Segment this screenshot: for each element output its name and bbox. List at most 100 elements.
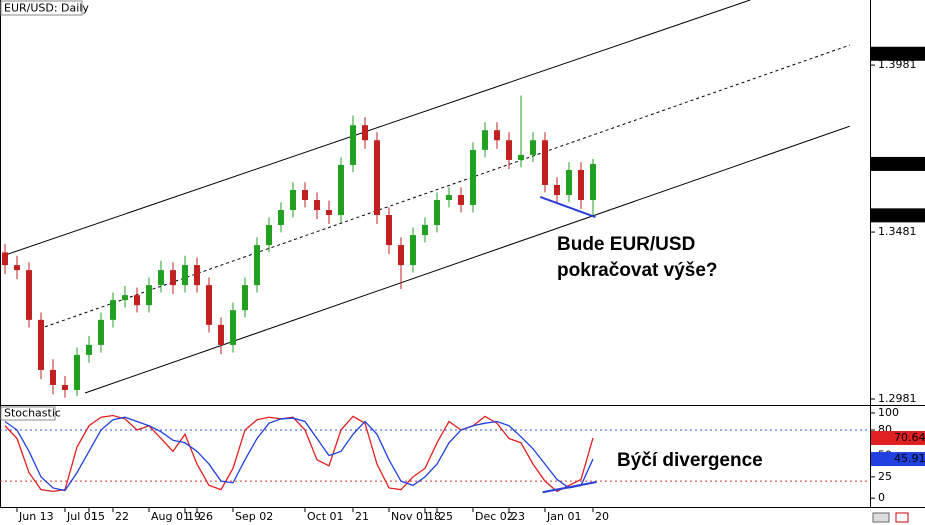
candle-body [194, 265, 200, 286]
candle-body [338, 164, 344, 216]
x-tick-label: Jul 01 [66, 510, 98, 523]
panel-title: Stochastic [4, 407, 61, 420]
annotation: Bude EUR/USD [557, 234, 695, 255]
divergence-line [542, 481, 597, 494]
candle-body [314, 199, 320, 211]
x-tick-label: Sep 02 [235, 510, 273, 523]
candle-body [410, 235, 416, 266]
candle-body [62, 384, 68, 390]
candle-body [170, 270, 176, 286]
candle-body [278, 210, 284, 226]
divergence-line [539, 196, 596, 218]
x-tick-label: Oct 01 [307, 510, 344, 523]
value-label: 45.91 [894, 452, 925, 465]
y-tick-label: 1.3981 [878, 58, 917, 71]
x-tick-label: 18 [427, 510, 441, 523]
y-tick-label: 25 [878, 470, 892, 483]
close-icon[interactable] [895, 512, 909, 523]
x-tick-label: 19 [187, 510, 201, 523]
x-tick-label: Jun 13 [18, 510, 54, 523]
y-tick-label: 100 [878, 406, 899, 419]
candle-body [254, 245, 260, 286]
x-tick-label: 26 [199, 510, 213, 523]
candle-body [86, 344, 92, 355]
candle-body [14, 265, 20, 271]
candle-body [122, 295, 128, 301]
chart-title: EUR/USD: Daily [4, 2, 89, 15]
x-tick-label: Aug 01 [151, 510, 190, 523]
price-label: 1.3531 [885, 208, 924, 221]
annotation: pokračovat výše? [557, 260, 718, 281]
candle-body [542, 140, 548, 185]
candle-body [446, 194, 452, 200]
y-tick-label: 1.3481 [878, 225, 917, 238]
candle-body [110, 300, 116, 320]
candle-body [38, 319, 44, 370]
y-tick-label: 1.2981 [878, 392, 917, 405]
value-label-box [871, 452, 925, 467]
x-tick-label: 23 [511, 510, 525, 523]
candle-body [26, 270, 32, 320]
candle-body [290, 189, 296, 211]
candle-body [482, 130, 488, 150]
x-tick-label: 22 [115, 510, 129, 523]
scroll-icon[interactable] [872, 512, 890, 523]
candle-body [506, 140, 512, 160]
candle-body [362, 125, 368, 141]
price-label: 1.3685 [885, 157, 924, 170]
candle-body [494, 130, 500, 141]
candle-body [326, 210, 332, 216]
candle-body [146, 285, 152, 306]
candle-body [530, 140, 536, 155]
x-tick-label: 25 [439, 510, 453, 523]
price-label-box [871, 208, 925, 223]
title-box [0, 406, 56, 421]
channel-line [4, 0, 751, 256]
candle-body [158, 270, 164, 286]
price-label: 1.4015 [885, 47, 924, 60]
candle-body [182, 265, 188, 286]
value-label-box [871, 430, 925, 445]
candle-body [518, 154, 524, 160]
candle-body [434, 199, 440, 226]
candle-body [266, 225, 272, 246]
value-label: 70.64 [894, 431, 925, 444]
candle-body [98, 319, 104, 345]
x-tick-label: Nov 01 [391, 510, 430, 523]
candle-body [350, 125, 356, 165]
candle-body [302, 189, 308, 200]
stochastic-line [4, 416, 594, 492]
price-label-box [871, 156, 925, 171]
channel-line [84, 125, 850, 394]
x-tick-label: 21 [355, 510, 369, 523]
price-label-box [871, 46, 925, 61]
title-box [0, 0, 83, 16]
candle-body [458, 194, 464, 206]
candle-body [566, 169, 572, 195]
candle-body [470, 149, 476, 206]
candle-body [2, 252, 8, 266]
candle-body [578, 169, 584, 200]
channel-line [44, 44, 850, 328]
x-tick-label: 15 [91, 510, 105, 523]
annotation: Býčí divergence [617, 450, 763, 471]
candle-body [590, 163, 596, 200]
candle-body [374, 140, 380, 216]
candle-body [554, 184, 560, 195]
x-tick-label: 20 [595, 510, 609, 523]
x-tick-label: Jan 01 [546, 510, 581, 523]
candle-body [74, 354, 80, 390]
candle-body [422, 225, 428, 236]
x-tick-label: Dec 02 [475, 510, 514, 523]
candle-body [218, 324, 224, 345]
candle-body [386, 215, 392, 246]
candle-body [242, 285, 248, 311]
candle-body [398, 245, 404, 266]
candle-body [206, 285, 212, 325]
candle-body [230, 310, 236, 345]
y-tick-label: 0 [878, 491, 885, 504]
candle-body [134, 295, 140, 306]
